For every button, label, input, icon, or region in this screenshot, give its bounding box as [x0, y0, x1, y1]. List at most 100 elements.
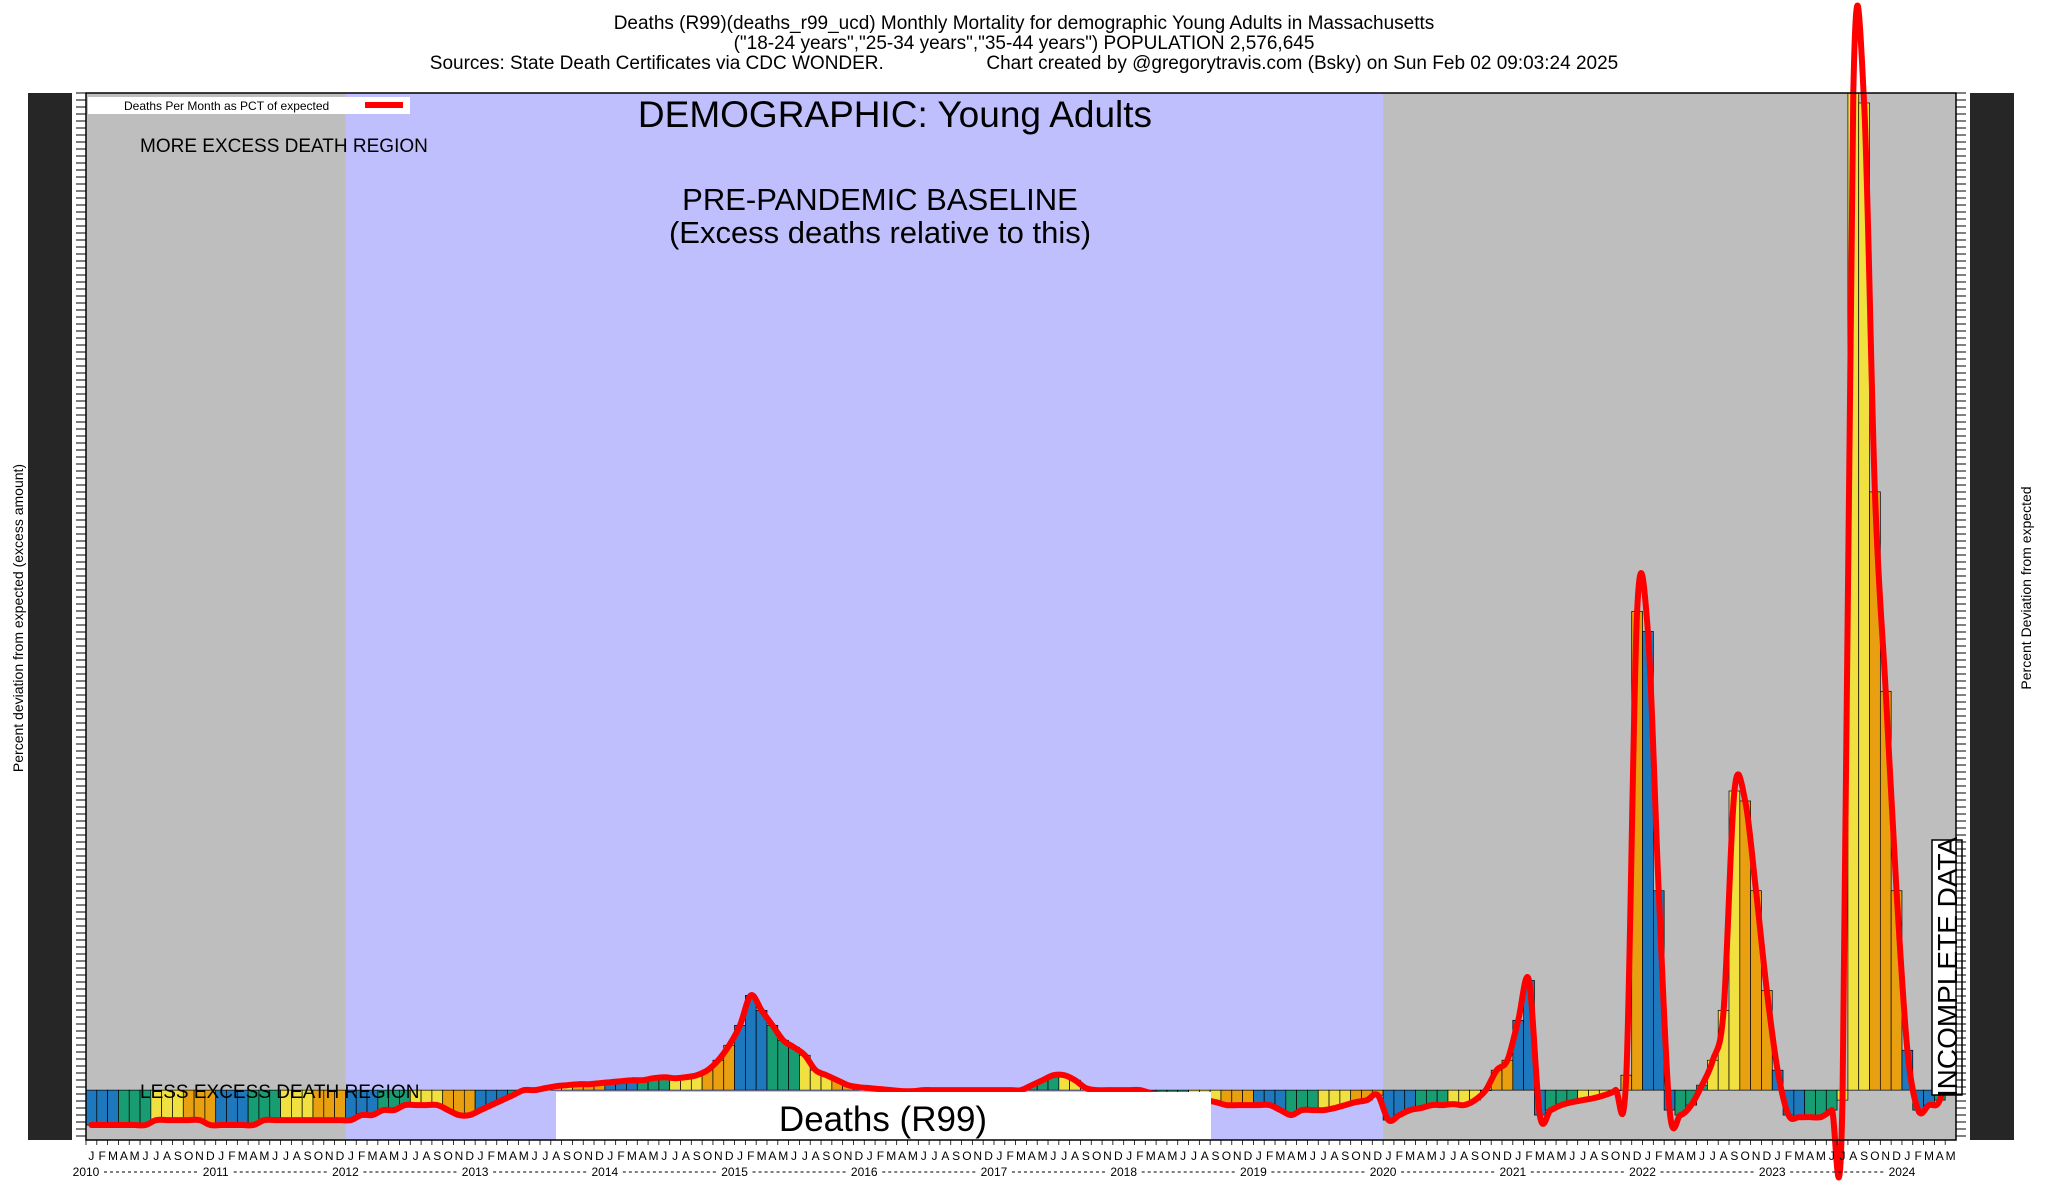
- x-tick-month: D: [465, 1149, 474, 1163]
- sources-text: Sources: State Death Certificates via CD…: [429, 53, 884, 74]
- x-tick-month: M: [130, 1149, 140, 1163]
- x-tick-month: M: [1686, 1149, 1696, 1163]
- x-tick-month: N: [455, 1149, 464, 1163]
- x-tick-year: 2022: [1629, 1165, 1656, 1179]
- x-tick-month: J: [142, 1149, 148, 1163]
- x-tick-month: A: [1720, 1149, 1728, 1163]
- x-tick-month: A: [163, 1149, 171, 1163]
- x-tick-month: J: [542, 1149, 548, 1163]
- x-tick-month: D: [1892, 1149, 1901, 1163]
- x-tick-month: F: [1396, 1149, 1403, 1163]
- x-tick-month: J: [1840, 1149, 1846, 1163]
- chart-title-line2: ("18-24 years","25-34 years","35-44 year…: [733, 33, 1315, 54]
- x-tick-month: D: [1763, 1149, 1772, 1163]
- x-tick-month: A: [941, 1149, 949, 1163]
- x-tick-month: M: [757, 1149, 767, 1163]
- x-tick-month: O: [962, 1149, 971, 1163]
- x-tick-month: J: [153, 1149, 159, 1163]
- x-tick-month: J: [1050, 1149, 1056, 1163]
- x-tick-month: S: [1471, 1149, 1479, 1163]
- x-tick-month: F: [1655, 1149, 1662, 1163]
- x-tick-year: 2017: [981, 1165, 1008, 1179]
- x-tick-month: M: [1405, 1149, 1415, 1163]
- x-tick-month: J: [661, 1149, 667, 1163]
- x-tick-month: J: [607, 1149, 613, 1163]
- x-tick-month: M: [648, 1149, 658, 1163]
- chart-title-line3: Sources: State Death Certificates via CD…: [0, 54, 2048, 74]
- x-tick-month: M: [1167, 1149, 1177, 1163]
- x-tick-month: J: [478, 1149, 484, 1163]
- x-tick-month: J: [1699, 1149, 1705, 1163]
- baseline-region: [345, 93, 1384, 1140]
- x-tick-month: J: [532, 1149, 538, 1163]
- x-tick-month: J: [737, 1149, 743, 1163]
- x-tick-month: O: [184, 1149, 193, 1163]
- x-tick-month: M: [1794, 1149, 1804, 1163]
- x-axis-labels: [85, 1140, 1946, 1173]
- x-tick-month: O: [1092, 1149, 1101, 1163]
- x-tick-month: N: [195, 1149, 204, 1163]
- x-tick-month: M: [108, 1149, 118, 1163]
- x-tick-month: J: [1191, 1149, 1197, 1163]
- x-tick-month: D: [1373, 1149, 1382, 1163]
- left-axis-ticks: [76, 92, 86, 1137]
- x-tick-month: M: [1016, 1149, 1026, 1163]
- x-tick-year: 2013: [462, 1165, 489, 1179]
- x-tick-month: S: [822, 1149, 830, 1163]
- x-tick-month: S: [1730, 1149, 1738, 1163]
- x-tick-month: J: [1580, 1149, 1586, 1163]
- bar: [96, 1089, 108, 1126]
- x-tick-month: O: [573, 1149, 582, 1163]
- x-tick-month: S: [952, 1149, 960, 1163]
- x-tick-month: J: [996, 1149, 1002, 1163]
- bar: [1804, 1089, 1816, 1118]
- x-tick-month: M: [1146, 1149, 1156, 1163]
- x-tick-year: 2021: [1499, 1165, 1526, 1179]
- x-tick-month: F: [1007, 1149, 1014, 1163]
- x-tick-month: A: [422, 1149, 430, 1163]
- x-tick-month: O: [314, 1149, 323, 1163]
- right-axis-ticks: [1956, 92, 1966, 1137]
- x-tick-month: F: [1525, 1149, 1532, 1163]
- baseline-label-line1: PRE-PANDEMIC BASELINE: [682, 182, 1078, 217]
- x-tick-month: S: [563, 1149, 571, 1163]
- x-tick-month: J: [218, 1149, 224, 1163]
- x-tick-month: D: [725, 1149, 734, 1163]
- x-tick-month: N: [1492, 1149, 1501, 1163]
- x-tick-month: O: [1741, 1149, 1750, 1163]
- demographic-label: DEMOGRAPHIC: Young Adults: [638, 94, 1152, 135]
- x-tick-month: M: [497, 1149, 507, 1163]
- x-tick-month: S: [1082, 1149, 1090, 1163]
- x-tick-month: J: [1450, 1149, 1456, 1163]
- x-tick-month: M: [1946, 1149, 1956, 1163]
- x-tick-month: A: [1547, 1149, 1555, 1163]
- x-tick-month: J: [1061, 1149, 1067, 1163]
- x-tick-month: S: [1212, 1149, 1220, 1163]
- x-tick-month: J: [791, 1149, 797, 1163]
- x-tick-month: M: [627, 1149, 637, 1163]
- bar: [777, 1039, 789, 1091]
- x-tick-month: N: [1622, 1149, 1631, 1163]
- x-tick-month: O: [1351, 1149, 1360, 1163]
- x-tick-month: A: [120, 1149, 128, 1163]
- bar: [128, 1089, 141, 1126]
- credit-text: Chart created by @gregorytravis.com (Bsk…: [986, 53, 1619, 74]
- x-tick-month: M: [1535, 1149, 1545, 1163]
- x-tick-month: J: [283, 1149, 289, 1163]
- x-tick-month: N: [1881, 1149, 1890, 1163]
- x-tick-year: 2014: [591, 1165, 618, 1179]
- x-tick-month: A: [1460, 1149, 1468, 1163]
- x-tick-month: F: [747, 1149, 754, 1163]
- x-tick-month: J: [1440, 1149, 1446, 1163]
- x-tick-month: N: [714, 1149, 723, 1163]
- x-tick-month: J: [921, 1149, 927, 1163]
- x-tick-year: 2011: [203, 1165, 229, 1179]
- x-tick-month: M: [1816, 1149, 1826, 1163]
- x-tick-month: A: [812, 1149, 820, 1163]
- x-tick-month: A: [1676, 1149, 1684, 1163]
- x-tick-month: J: [1321, 1149, 1327, 1163]
- x-tick-month: O: [703, 1149, 712, 1163]
- x-tick-month: A: [1849, 1149, 1857, 1163]
- x-tick-month: S: [1860, 1149, 1868, 1163]
- legend-box: [88, 97, 410, 114]
